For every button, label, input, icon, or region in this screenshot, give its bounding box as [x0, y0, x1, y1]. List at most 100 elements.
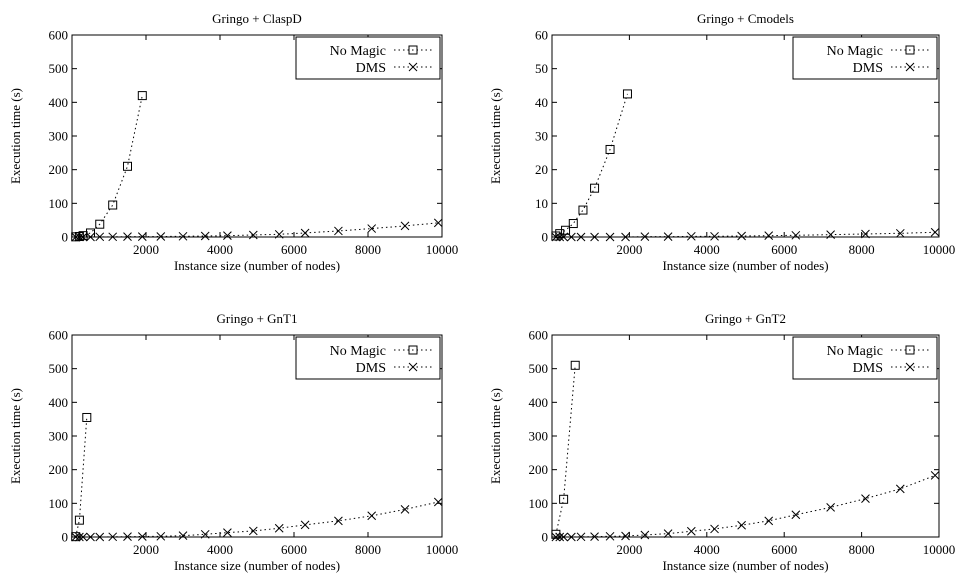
data-point-cross [200, 231, 210, 241]
y-tick-label: 200 [529, 462, 549, 477]
data-point-cross [551, 532, 561, 542]
data-point-cross [123, 232, 132, 242]
y-axis-label: Execution time (s) [488, 388, 503, 484]
data-point-cross [590, 232, 599, 242]
data-point-cross [710, 524, 719, 534]
data-point-cross [555, 532, 565, 542]
x-axis-label: Instance size (number of nodes) [662, 558, 828, 573]
data-point-cross [78, 532, 88, 542]
data-point-square [559, 494, 569, 504]
data-point-cross [605, 232, 615, 242]
data-point-cross [930, 227, 940, 237]
data-point-square [622, 89, 632, 99]
data-point-cross [737, 231, 746, 241]
y-tick-label: 300 [49, 429, 69, 444]
x-tick-label: 4000 [694, 542, 720, 557]
data-point-cross [274, 523, 284, 533]
x-tick-label: 10000 [426, 542, 459, 557]
data-point-square [123, 161, 132, 171]
data-point-cross [178, 231, 188, 241]
legend-label: DMS [853, 61, 883, 76]
data-point-cross [791, 230, 801, 240]
data-point-cross [86, 232, 95, 242]
x-tick-label: 2000 [616, 542, 642, 557]
data-point-square [95, 219, 105, 229]
legend-label: DMS [356, 61, 386, 76]
series-no-magic [551, 89, 632, 241]
data-point-cross [71, 232, 81, 242]
data-point-cross [137, 532, 147, 541]
legend-box [792, 336, 938, 380]
data-point-cross [566, 232, 576, 242]
data-point-cross [663, 232, 673, 242]
x-tick-label: 6000 [281, 242, 307, 257]
legend: No Magic DMS [792, 36, 938, 80]
data-point-cross [576, 532, 586, 542]
series-line [75, 95, 143, 238]
x-axis-label: Instance size (number of nodes) [174, 258, 340, 273]
y-tick-label: 600 [529, 328, 549, 343]
data-point-cross [640, 232, 650, 242]
legend-square-icon [905, 45, 915, 55]
x-tick-label: 2000 [133, 542, 159, 557]
data-point-cross [559, 532, 568, 542]
y-tick-label: 0 [542, 530, 549, 545]
data-point-cross [433, 218, 443, 228]
legend-box [295, 336, 441, 380]
series-line [75, 501, 439, 538]
chart-panel-4: Gringo + GnT2 0 100 200 300 400 500 600 2000 4000… [488, 311, 955, 573]
legend-cross-icon [408, 362, 418, 372]
data-point-cross [686, 231, 696, 241]
x-tick-label: 4000 [207, 242, 233, 257]
data-point-square [570, 360, 580, 370]
data-point-cross [248, 526, 258, 536]
series-no-magic [71, 91, 147, 242]
chart-panel-2: Gringo + Cmodels 0 10 20 30 40 50 60 2000 4000 600… [488, 11, 955, 273]
x-axis-label: Instance size (number of nodes) [174, 558, 340, 573]
data-point-cross [621, 232, 630, 242]
series-line [555, 365, 576, 535]
y-tick-label: 500 [49, 361, 69, 376]
series-dms [71, 497, 443, 542]
legend-box [792, 36, 938, 80]
data-point-cross [367, 224, 377, 233]
data-point-cross [123, 532, 132, 542]
y-tick-label: 100 [529, 496, 549, 511]
series-line [555, 474, 936, 538]
x-tick-label: 4000 [694, 242, 720, 257]
x-tick-label: 8000 [355, 542, 381, 557]
y-tick-label: 0 [542, 230, 549, 245]
series-no-magic [71, 412, 92, 542]
x-tick-label: 6000 [281, 542, 307, 557]
x-tick-label: 4000 [207, 542, 233, 557]
data-point-cross [433, 497, 443, 507]
x-tick-label: 2000 [616, 242, 642, 257]
data-point-cross [274, 229, 284, 239]
data-point-cross [764, 231, 774, 241]
data-point-cross [737, 520, 746, 530]
data-point-square [137, 91, 147, 101]
y-tick-label: 400 [529, 395, 549, 410]
series-line [75, 222, 439, 238]
data-point-cross [686, 526, 696, 536]
y-tick-label: 0 [62, 530, 69, 545]
y-tick-label: 0 [62, 230, 69, 245]
x-tick-label: 8000 [849, 542, 875, 557]
legend-label: DMS [853, 361, 883, 376]
data-point-cross [95, 232, 105, 242]
y-tick-label: 10 [535, 196, 548, 211]
series-line [75, 417, 88, 537]
legend-box [295, 36, 441, 80]
legend-cross-icon [905, 362, 915, 372]
data-point-square [578, 205, 588, 215]
data-point-cross [555, 232, 565, 242]
data-point-cross [559, 232, 568, 242]
data-point-cross [576, 232, 586, 242]
y-tick-label: 100 [49, 496, 69, 511]
data-point-cross [621, 531, 630, 541]
data-point-cross [895, 484, 905, 494]
legend: No Magic DMS [295, 36, 441, 80]
data-point-cross [826, 230, 835, 239]
data-point-cross [137, 232, 147, 242]
